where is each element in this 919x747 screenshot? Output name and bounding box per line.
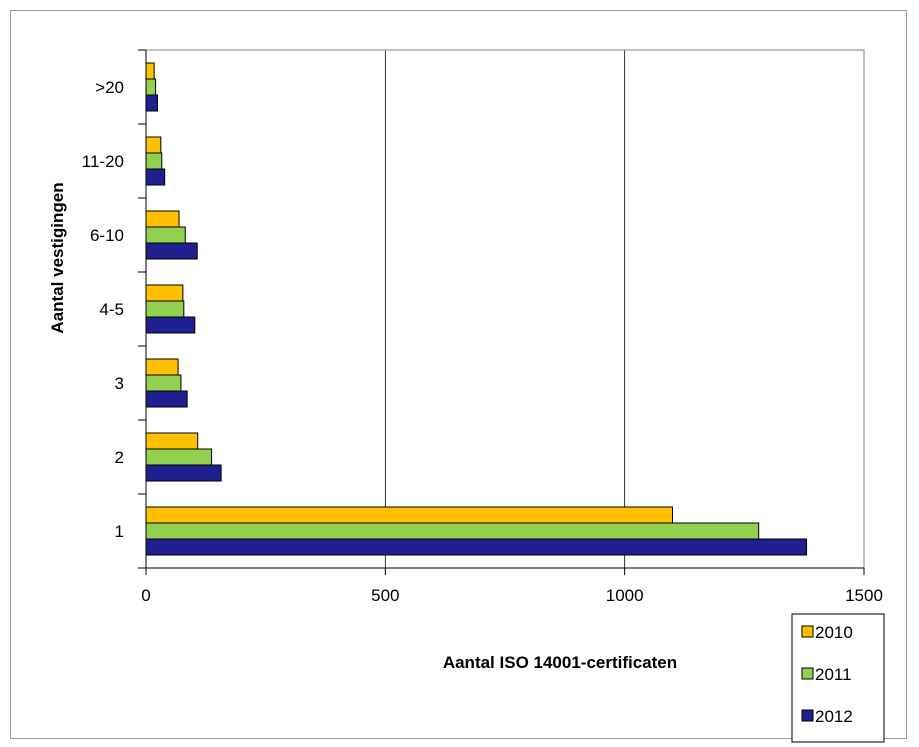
x-tick-label: 1500 xyxy=(845,586,883,605)
bar-2010-11-20 xyxy=(145,136,162,154)
plot-area xyxy=(145,49,865,569)
legend-swatch-2010 xyxy=(801,625,814,638)
bar-2011-3 xyxy=(145,374,182,392)
bar-2012->20 xyxy=(145,94,158,112)
legend-label-2011: 2011 xyxy=(815,665,852,684)
x-axis-title: Aantal ISO 14001-certificaten xyxy=(443,653,677,672)
bar-2010-6-10 xyxy=(145,210,180,228)
legend-swatch-2011 xyxy=(801,667,814,680)
y-tick-label: 4-5 xyxy=(99,300,124,319)
legend-items: 2010 2011 2012 xyxy=(801,623,853,726)
gridlines xyxy=(384,50,626,568)
y-axis-title: Aantal vestigingen xyxy=(48,182,67,333)
bar-2012-11-20 xyxy=(145,168,166,186)
legend-swatch-2012 xyxy=(801,709,814,722)
bar-2012-2 xyxy=(145,464,222,482)
legend-label-2010: 2010 xyxy=(815,623,853,642)
y-tick-labels: 1 2 3 4-5 6-10 11-20 >20 xyxy=(82,78,124,541)
y-tick-label: 3 xyxy=(115,374,124,393)
x-tick-label: 0 xyxy=(141,586,150,605)
bar-2012-3 xyxy=(145,390,188,408)
bar-2010-1 xyxy=(145,506,674,524)
legend: 2010 2011 2012 xyxy=(791,613,885,743)
x-tick-label: 500 xyxy=(371,586,399,605)
bar-2012-4-5 xyxy=(145,316,196,334)
bar-2010-4-5 xyxy=(145,284,184,302)
x-tick-label: 1000 xyxy=(606,586,644,605)
y-tick-label: 6-10 xyxy=(90,226,124,245)
bar-2011-2 xyxy=(145,448,213,466)
axes xyxy=(138,49,865,575)
bar-2012-6-10 xyxy=(145,242,198,260)
x-tick-labels: 0 500 1000 1500 xyxy=(141,586,883,605)
bar-2010-2 xyxy=(145,432,199,450)
y-tick-label: 2 xyxy=(115,448,124,467)
bar-2011->20 xyxy=(145,78,157,96)
y-tick-label: 1 xyxy=(115,522,124,541)
bar-2012-1 xyxy=(145,538,808,556)
bar-2010->20 xyxy=(145,62,155,80)
bars xyxy=(145,62,808,556)
bar-2011-11-20 xyxy=(145,152,163,170)
bar-2010-3 xyxy=(145,358,179,376)
y-tick-label: 11-20 xyxy=(82,152,124,171)
y-tick-label: >20 xyxy=(95,78,124,97)
legend-label-2012: 2012 xyxy=(815,707,853,726)
bar-2011-4-5 xyxy=(145,300,185,318)
bar-2011-6-10 xyxy=(145,226,186,244)
bar-2011-1 xyxy=(145,522,760,540)
